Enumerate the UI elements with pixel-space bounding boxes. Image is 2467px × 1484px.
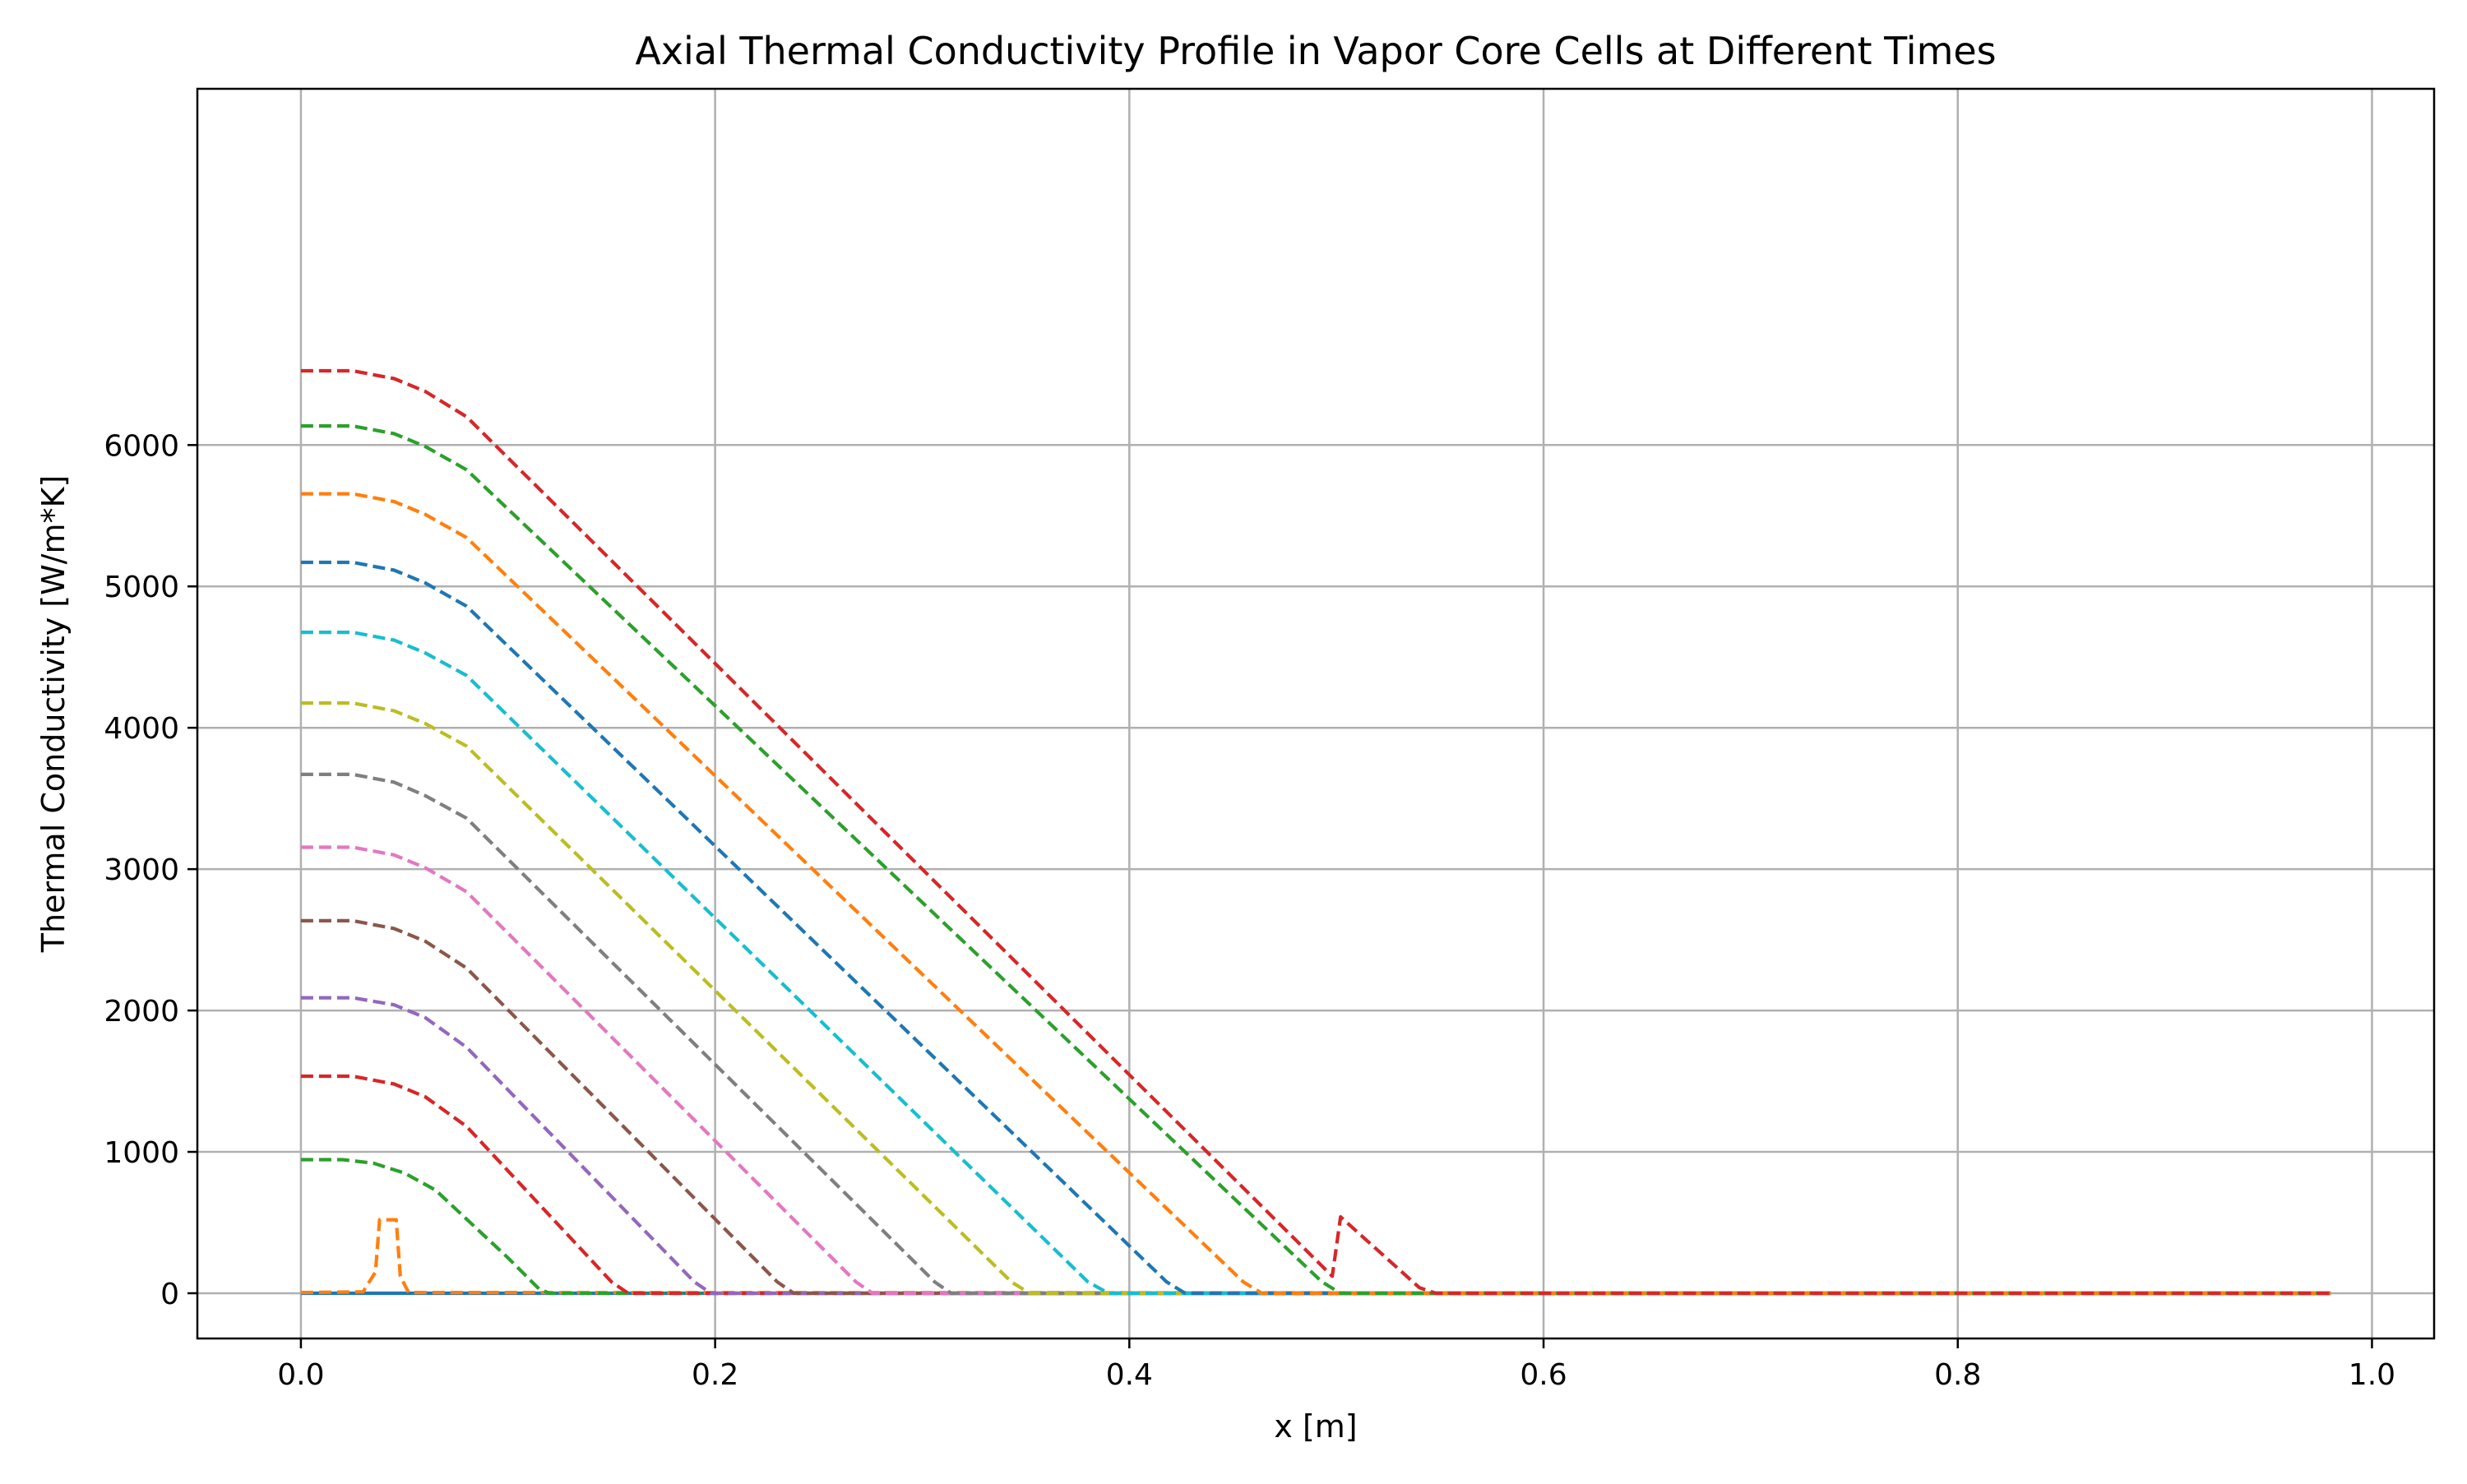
- y-axis-label: Thermal Conductivity [W/m*K]: [35, 475, 72, 953]
- chart-title: Axial Thermal Conductivity Profile in Va…: [635, 29, 1996, 73]
- series-layer: [300, 368, 2331, 1296]
- y-tick-label-0: 0: [160, 1278, 179, 1311]
- x-tick-label-2: 0.4: [1106, 1358, 1153, 1392]
- tick-layer: 0.0 0.2 0.4 0.6 0.8 1.0 0 1000 2000 3000 4000 5000 6…: [104, 429, 2395, 1392]
- x-tick-label-0: 0.0: [277, 1358, 324, 1392]
- series-line-12: [300, 424, 2331, 1296]
- series-line-9: [300, 631, 2331, 1296]
- y-tick-label-6: 6000: [104, 429, 179, 463]
- series-line-6: [300, 845, 2331, 1296]
- y-tick-label-4: 4000: [104, 712, 179, 746]
- y-tick-label-3: 3000: [104, 853, 179, 887]
- x-axis-label: x [m]: [1274, 1408, 1357, 1445]
- y-tick-label-5: 5000: [104, 571, 179, 604]
- series-line-11: [300, 492, 2331, 1296]
- series-line-5: [300, 918, 2331, 1296]
- y-tick-label-1: 1000: [104, 1136, 179, 1170]
- x-tick-label-1: 0.2: [692, 1358, 738, 1392]
- series-line-10: [300, 560, 2331, 1296]
- series-line-7: [300, 772, 2331, 1296]
- series-line-13: [300, 368, 2331, 1296]
- series-line-2: [300, 1158, 2331, 1296]
- plot-frame: [196, 87, 2436, 1340]
- series-line-8: [300, 701, 2331, 1296]
- y-tick-label-2: 2000: [104, 995, 179, 1029]
- grid-layer: [197, 89, 2434, 1338]
- series-line-4: [300, 996, 2331, 1296]
- x-tick-label-5: 1.0: [2349, 1358, 2395, 1392]
- x-tick-label-4: 0.8: [1934, 1358, 1981, 1392]
- series-line-1: [300, 1218, 2331, 1296]
- x-tick-label-3: 0.6: [1520, 1358, 1567, 1392]
- series-line-3: [300, 1074, 2331, 1296]
